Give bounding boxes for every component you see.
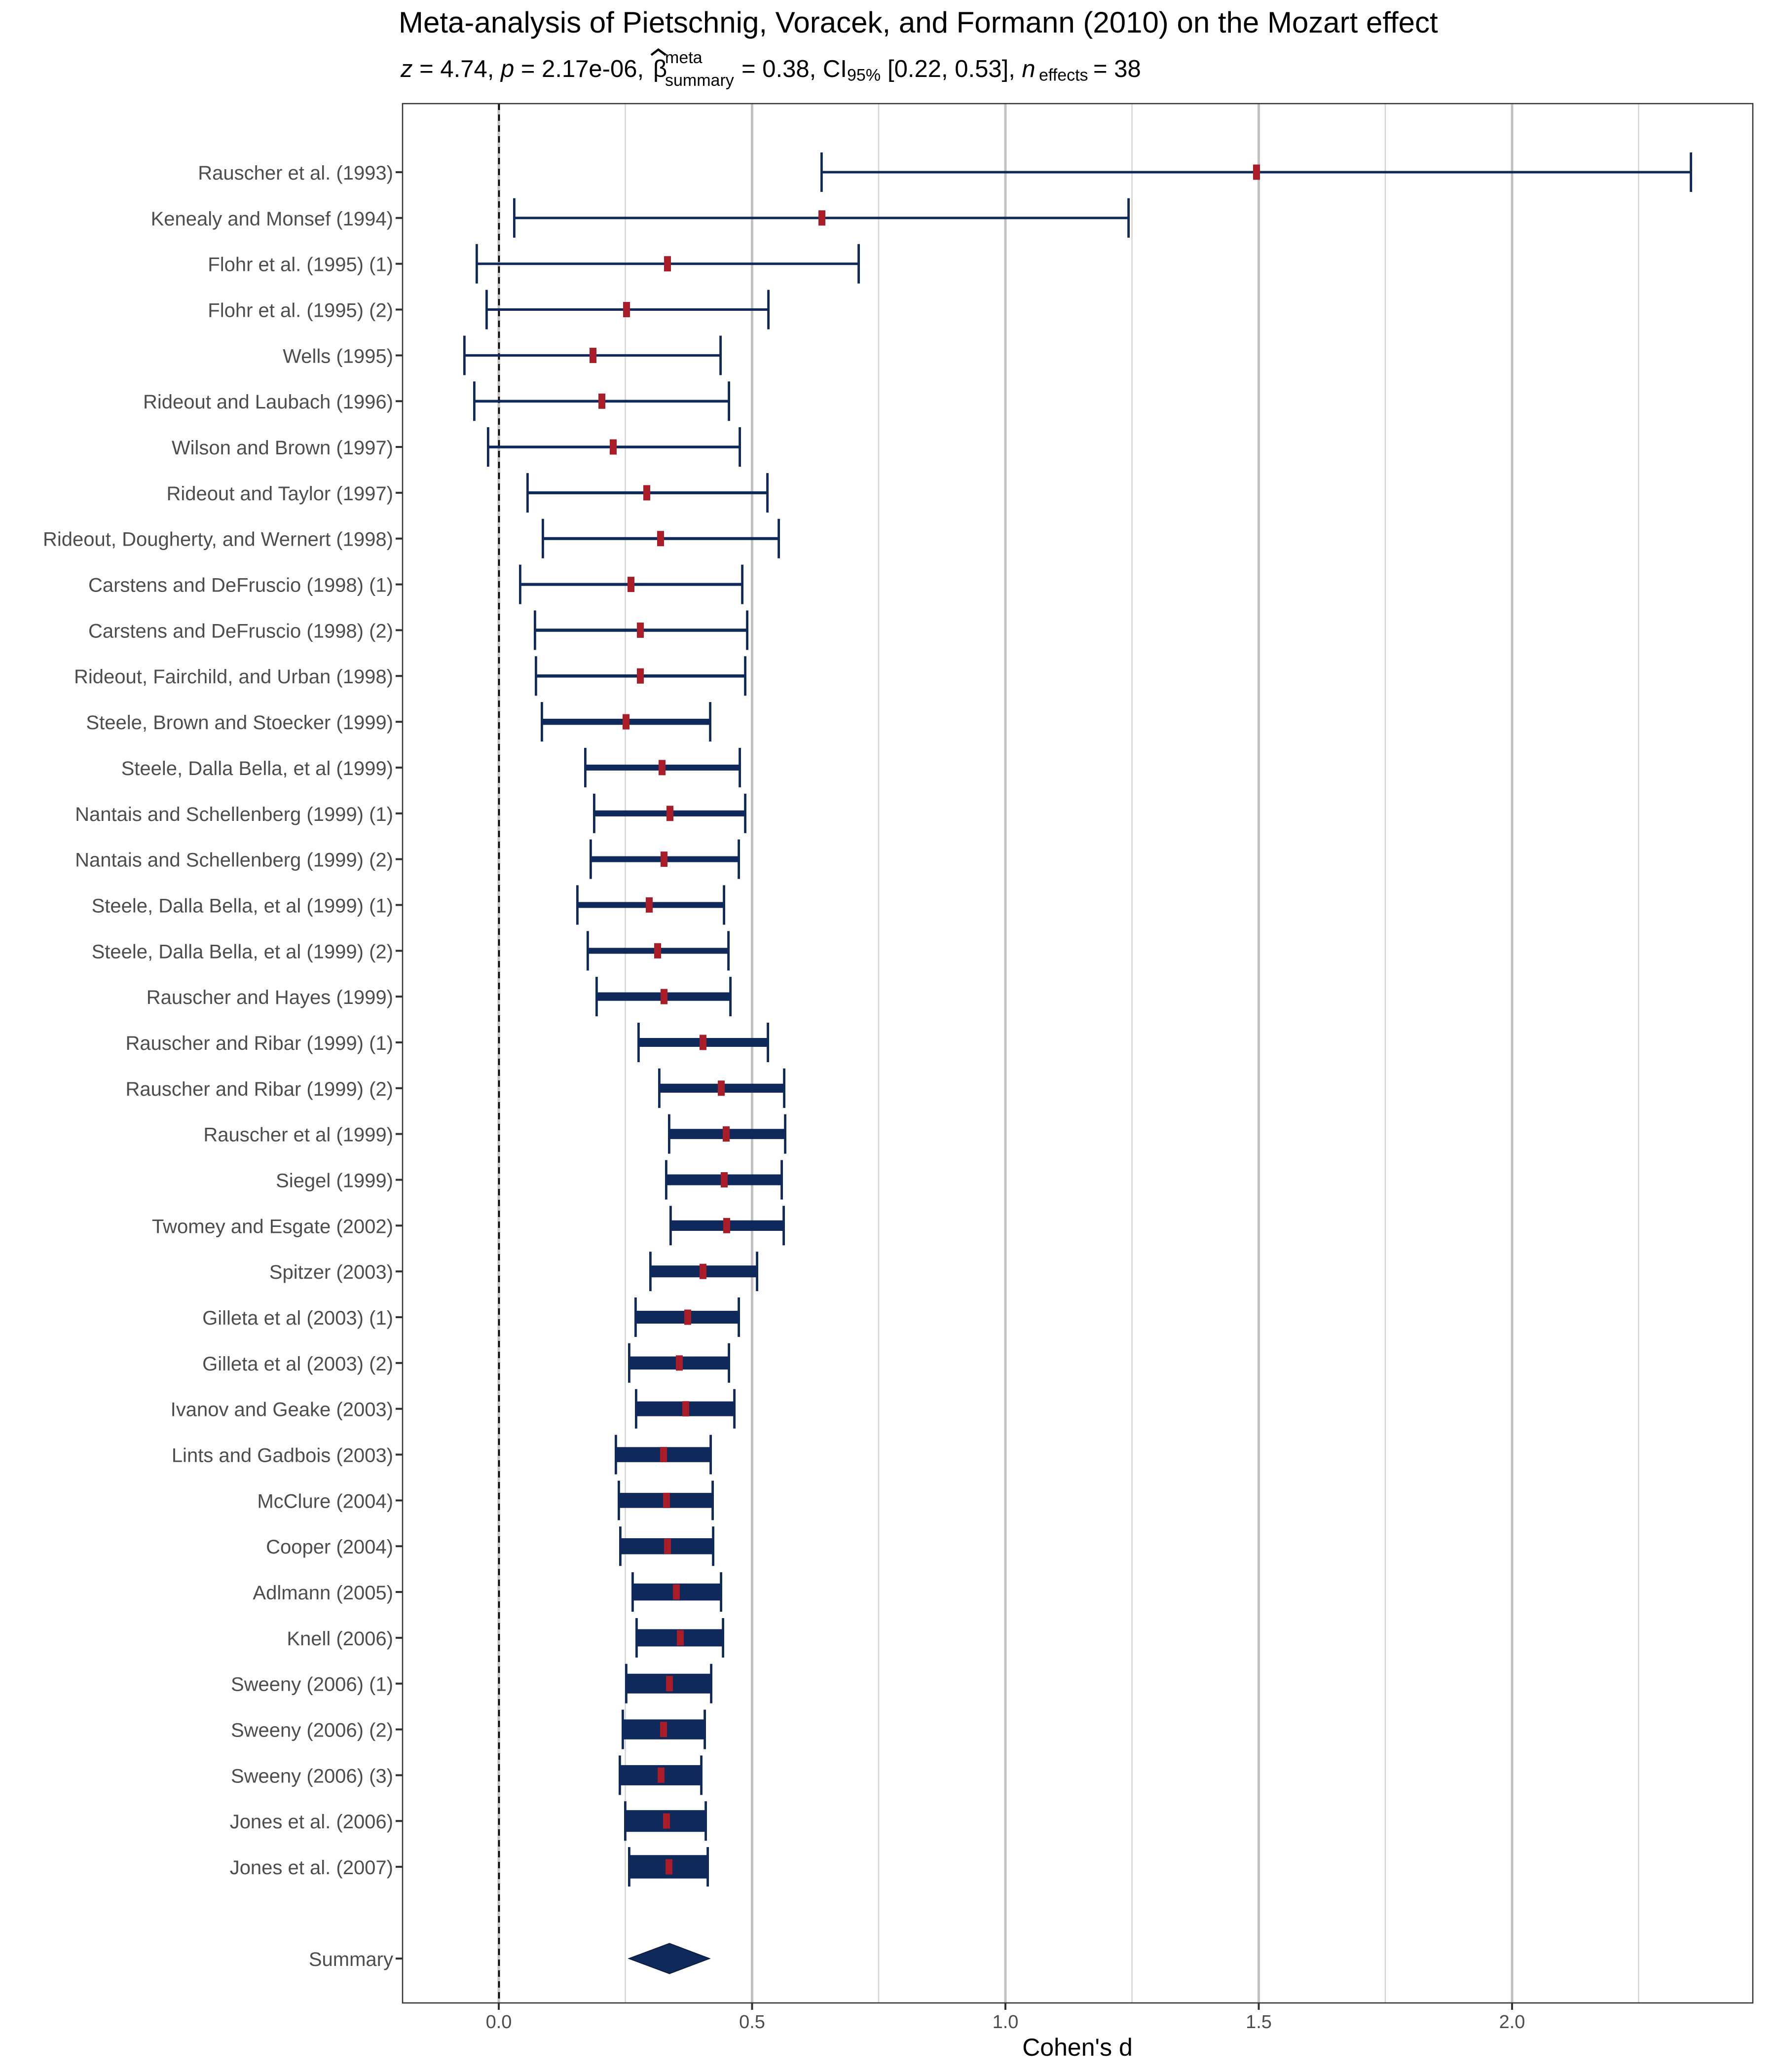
svg-text:= 38: = 38 [1093, 56, 1141, 82]
svg-text:Rideout and Laubach (1996): Rideout and Laubach (1996) [143, 391, 393, 413]
svg-text:Siegel (1999): Siegel (1999) [276, 1170, 393, 1192]
svg-text:1.0: 1.0 [993, 2012, 1019, 2033]
svg-text:effects: effects [1039, 66, 1088, 85]
svg-text:Flohr et al. (1995) (1): Flohr et al. (1995) (1) [208, 254, 393, 276]
svg-text:Nantais and Schellenberg (1999: Nantais and Schellenberg (1999) (1) [75, 804, 393, 825]
svg-text:Steele, Dalla Bella, et al (19: Steele, Dalla Bella, et al (1999) (1) [92, 895, 393, 917]
svg-text:Rauscher and Ribar (1999) (2): Rauscher and Ribar (1999) (2) [126, 1078, 393, 1100]
svg-text:Kenealy and Monsef (1994): Kenealy and Monsef (1994) [151, 208, 393, 230]
svg-text:Steele, Dalla Bella, et al (19: Steele, Dalla Bella, et al (1999) (2) [92, 941, 393, 962]
svg-text:Cohen's d: Cohen's d [1022, 2034, 1133, 2061]
svg-text:Rauscher et al. (1993): Rauscher et al. (1993) [198, 162, 393, 184]
svg-text:Adlmann (2005): Adlmann (2005) [253, 1582, 393, 1604]
svg-text:0.5: 0.5 [739, 2012, 765, 2033]
svg-text:= 0.38, CI: = 0.38, CI [741, 56, 847, 82]
svg-text:Summary: Summary [309, 1949, 393, 1970]
svg-text:Wilson and Brown (1997): Wilson and Brown (1997) [172, 437, 393, 459]
svg-text:meta: meta [665, 48, 703, 67]
svg-text:Meta-analysis of Pietschnig, V: Meta-analysis of Pietschnig, Voracek, an… [399, 6, 1438, 39]
svg-text:0.0: 0.0 [486, 2012, 512, 2033]
svg-text:Rauscher et al (1999): Rauscher et al (1999) [203, 1124, 393, 1146]
svg-text:Jones et al. (2006): Jones et al. (2006) [230, 1811, 393, 1833]
svg-text:Gilleta et al (2003) (2): Gilleta et al (2003) (2) [202, 1353, 393, 1375]
svg-text:Carstens and DeFruscio (1998): Carstens and DeFruscio (1998) (1) [88, 575, 393, 596]
svg-text:z = 4.74, p = 2.17e-06,: z = 4.74, p = 2.17e-06, [400, 56, 644, 82]
svg-text:β: β [653, 56, 667, 82]
svg-text:1.5: 1.5 [1246, 2012, 1272, 2033]
svg-text:Wells (1995): Wells (1995) [283, 345, 393, 367]
svg-text:Cooper (2004): Cooper (2004) [266, 1536, 393, 1558]
svg-text:McClure (2004): McClure (2004) [257, 1490, 393, 1512]
svg-text:Nantais and Schellenberg (1999: Nantais and Schellenberg (1999) (2) [75, 850, 393, 871]
svg-text:Sweeny (2006) (2): Sweeny (2006) (2) [231, 1720, 393, 1741]
svg-text:summary: summary [665, 71, 734, 90]
svg-text:Flohr et al. (1995) (2): Flohr et al. (1995) (2) [208, 300, 393, 322]
svg-text:Rideout, Fairchild, and Urban: Rideout, Fairchild, and Urban (1998) [74, 666, 393, 688]
svg-text:2.0: 2.0 [1499, 2012, 1525, 2033]
svg-text:Lints and Gadbois (2003): Lints and Gadbois (2003) [172, 1445, 393, 1467]
svg-text:Spitzer (2003): Spitzer (2003) [269, 1261, 393, 1283]
svg-text:Steele, Brown and Stoecker (19: Steele, Brown and Stoecker (1999) [86, 712, 393, 734]
svg-text:Sweeny (2006) (3): Sweeny (2006) (3) [231, 1765, 393, 1787]
svg-text:Ivanov and Geake (2003): Ivanov and Geake (2003) [171, 1399, 393, 1421]
svg-text:Gilleta et al (2003) (1): Gilleta et al (2003) (1) [202, 1307, 393, 1329]
svg-text:Rideout, Dougherty, and Werner: Rideout, Dougherty, and Wernert (1998) [43, 529, 393, 551]
svg-text:Steele, Dalla Bella, et al (19: Steele, Dalla Bella, et al (1999) [121, 758, 393, 779]
svg-text:[0.22, 0.53], n: [0.22, 0.53], n [888, 56, 1036, 82]
svg-text:Rauscher and Hayes (1999): Rauscher and Hayes (1999) [147, 987, 393, 1008]
svg-text:95%: 95% [847, 66, 881, 85]
svg-text:Jones et al. (2007): Jones et al. (2007) [230, 1857, 393, 1879]
svg-text:Twomey and Esgate (2002): Twomey and Esgate (2002) [152, 1216, 393, 1237]
svg-text:Knell (2006): Knell (2006) [287, 1628, 393, 1650]
svg-text:Rideout and Taylor (1997): Rideout and Taylor (1997) [166, 483, 393, 505]
svg-text:Sweeny (2006) (1): Sweeny (2006) (1) [231, 1674, 393, 1696]
svg-text:Carstens and DeFruscio (1998): Carstens and DeFruscio (1998) (2) [88, 620, 393, 642]
svg-text:Rauscher and Ribar (1999) (1): Rauscher and Ribar (1999) (1) [126, 1033, 393, 1054]
